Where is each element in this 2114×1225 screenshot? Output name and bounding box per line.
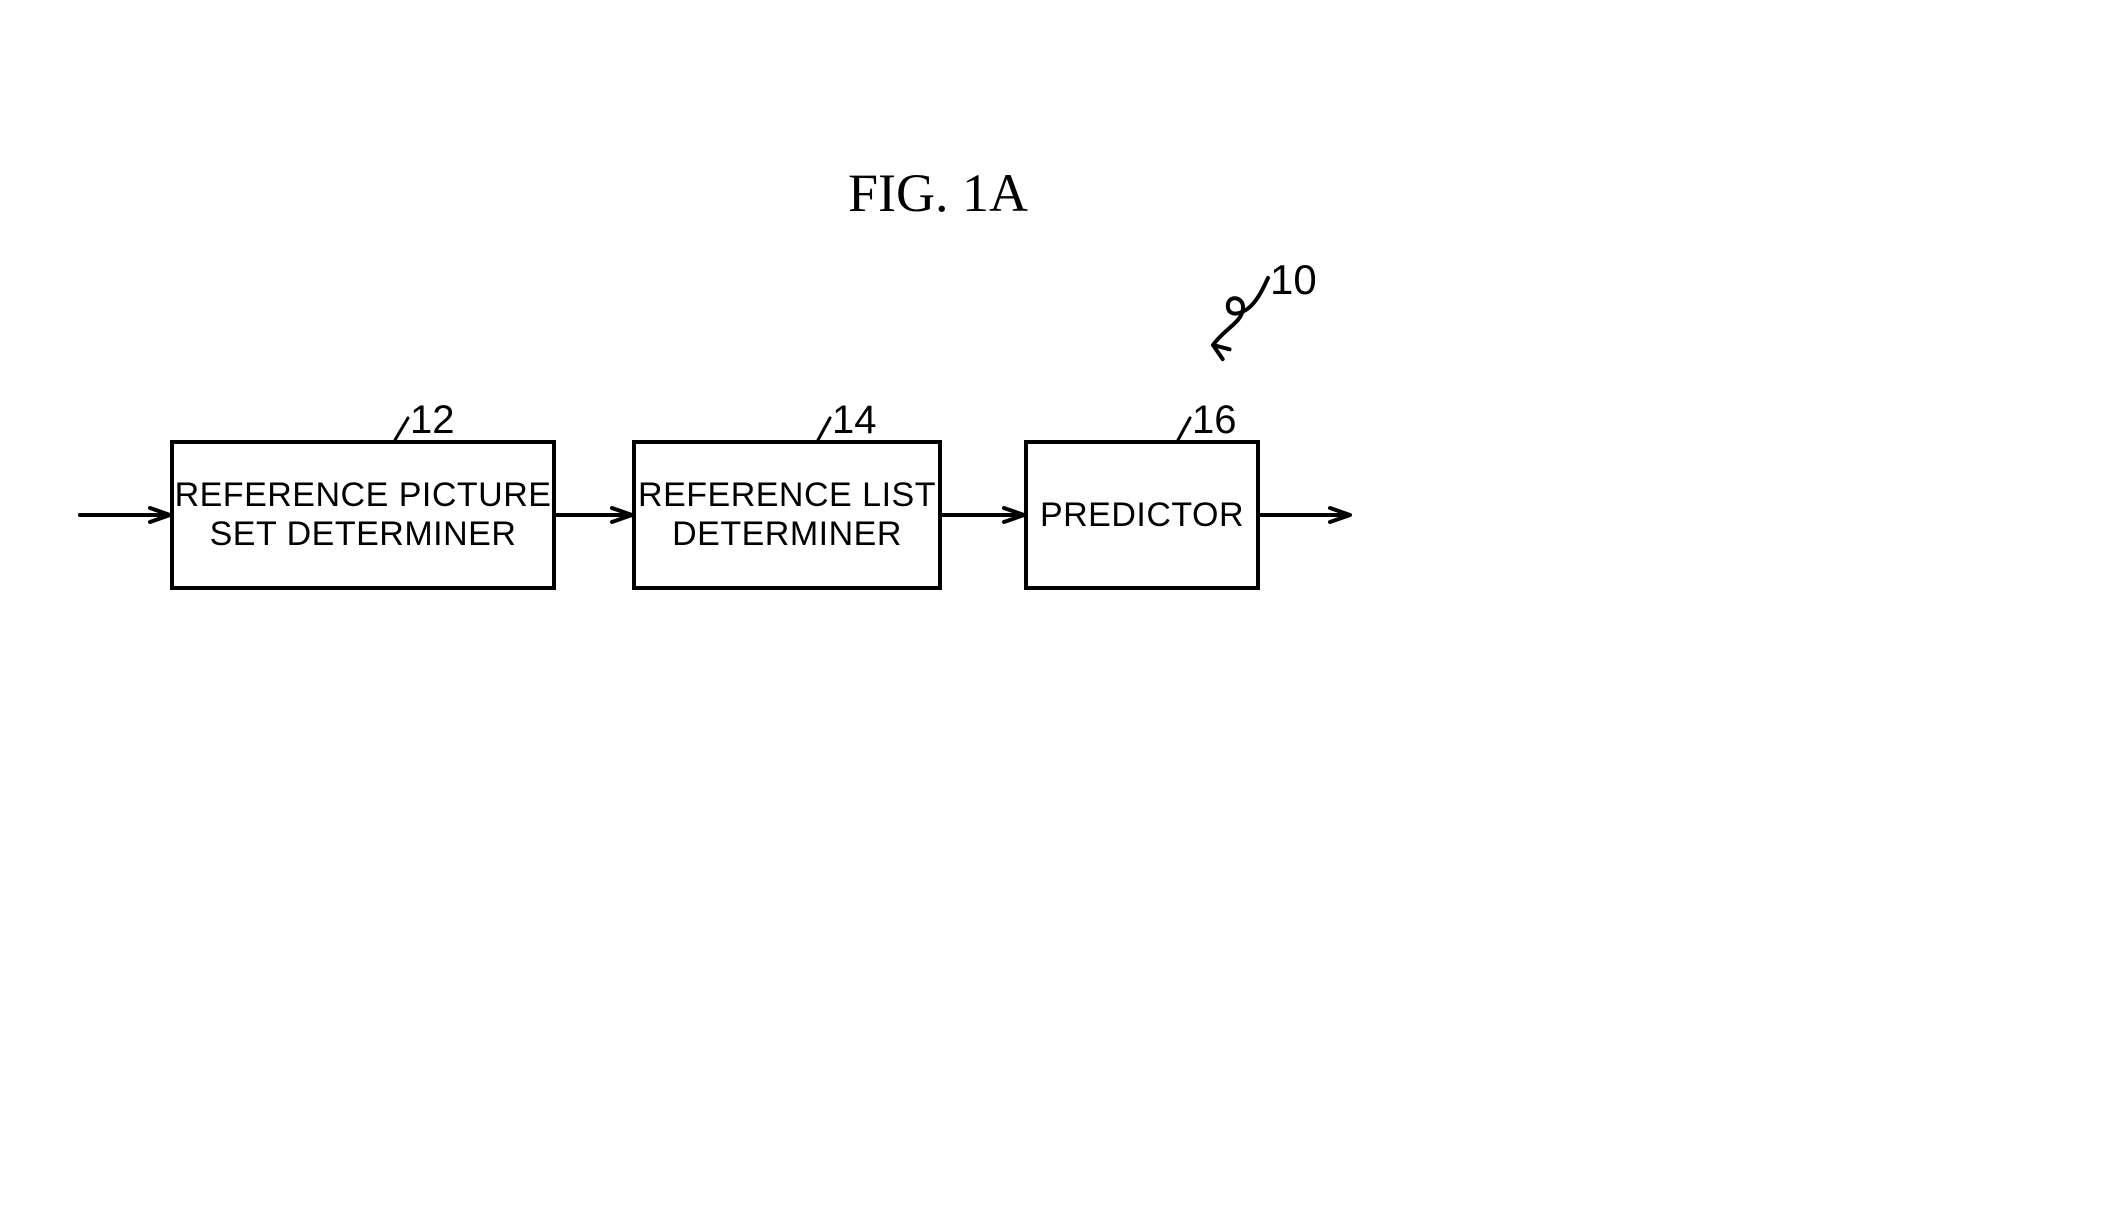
ref-numeral-16: 16 — [1192, 398, 1237, 443]
block-reference-picture-set-determiner: REFERENCE PICTURE SET DETERMINER — [170, 440, 556, 590]
block-label: REFERENCE PICTURE SET DETERMINER — [175, 476, 552, 554]
diagram-overlay — [0, 0, 2114, 1225]
ref-numeral-14: 14 — [832, 398, 877, 443]
block-predictor: PREDICTOR — [1024, 440, 1260, 590]
ref-numeral-10: 10 — [1270, 256, 1317, 304]
diagram-canvas: FIG. 1A REFERENCE PICTURE SET DETERMINER… — [0, 0, 2114, 1225]
block-label: REFERENCE LIST DETERMINER — [638, 476, 936, 554]
figure-title: FIG. 1A — [848, 162, 1028, 224]
ref-numeral-12: 12 — [410, 398, 455, 443]
block-label: PREDICTOR — [1040, 496, 1244, 535]
block-reference-list-determiner: REFERENCE LIST DETERMINER — [632, 440, 942, 590]
